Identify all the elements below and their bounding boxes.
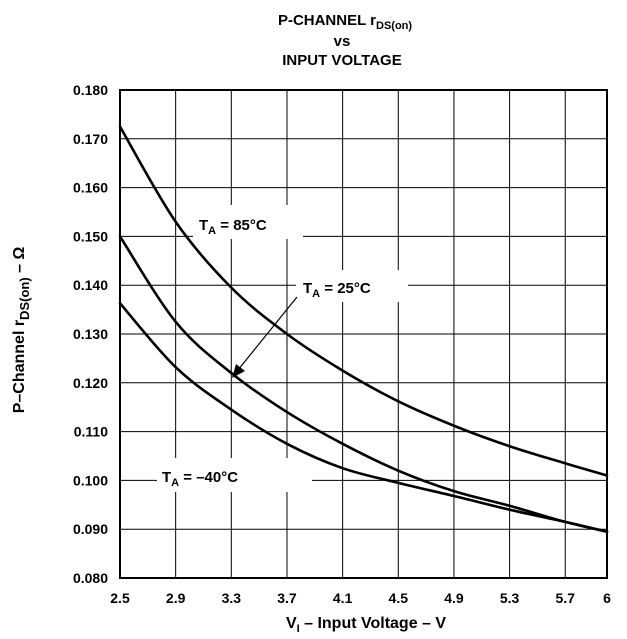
x-tick-label: 6 (603, 590, 611, 606)
x-axis-label: VI – Input Voltage – V (286, 615, 446, 635)
x-tick-label: 2.5 (110, 590, 130, 606)
curve-25c (118, 235, 609, 533)
y-tick-label: 0.120 (73, 375, 108, 391)
label-m40-box (157, 458, 312, 492)
x-tick-label: 3.7 (277, 590, 297, 606)
plot-frame (119, 89, 608, 579)
curve-minus40c (118, 301, 609, 533)
y-tick-label: 0.160 (73, 180, 108, 196)
y-tick-label: 0.140 (73, 277, 108, 293)
x-tick-labels: 2.5 2.9 3.3 3.7 4.1 4.5 4.9 5.3 5.7 6 (110, 590, 611, 606)
label-85: TA = 85°C (199, 217, 267, 237)
label-25-box (296, 270, 408, 302)
y-tick-label: 0.100 (73, 472, 108, 488)
y-tick-label: 0.080 (73, 570, 108, 586)
y-tick-label: 0.090 (73, 521, 108, 537)
y-tick-label: 0.170 (73, 131, 108, 147)
x-tick-label: 5.3 (500, 590, 520, 606)
x-tick-label: 4.1 (333, 590, 353, 606)
label-25-arrowhead (232, 364, 245, 378)
x-tick-label: 2.9 (166, 590, 186, 606)
y-tick-label: 0.180 (73, 82, 108, 98)
x-tick-label: 5.7 (556, 590, 576, 606)
annotations: TA = 85°C TA = 25°C TA = –40°C (157, 205, 408, 492)
y-tick-label: 0.150 (73, 228, 108, 244)
chart-title-line2: vs (334, 33, 351, 50)
chart-title-line1: P-CHANNEL rDS(on) (278, 12, 412, 32)
grid (119, 89, 608, 579)
label-25-arrow (237, 296, 298, 371)
curves (118, 125, 609, 533)
curve-85c (118, 125, 609, 477)
x-tick-label: 4.9 (444, 590, 464, 606)
x-tick-label: 4.5 (389, 590, 409, 606)
label-25: TA = 25°C (303, 280, 371, 300)
chart-title-line3: INPUT VOLTAGE (282, 52, 401, 69)
x-tick-label: 3.3 (222, 590, 242, 606)
y-tick-label: 0.110 (74, 424, 108, 440)
y-tick-labels: 0.080 0.090 0.100 0.110 0.120 0.130 0.140 0.150… (73, 82, 108, 586)
y-axis-label: P–Channel rDS(on) – Ω (11, 247, 32, 414)
y-tick-label: 0.130 (73, 326, 108, 342)
label-85-box (193, 205, 303, 239)
label-m40: TA = –40°C (162, 469, 238, 489)
